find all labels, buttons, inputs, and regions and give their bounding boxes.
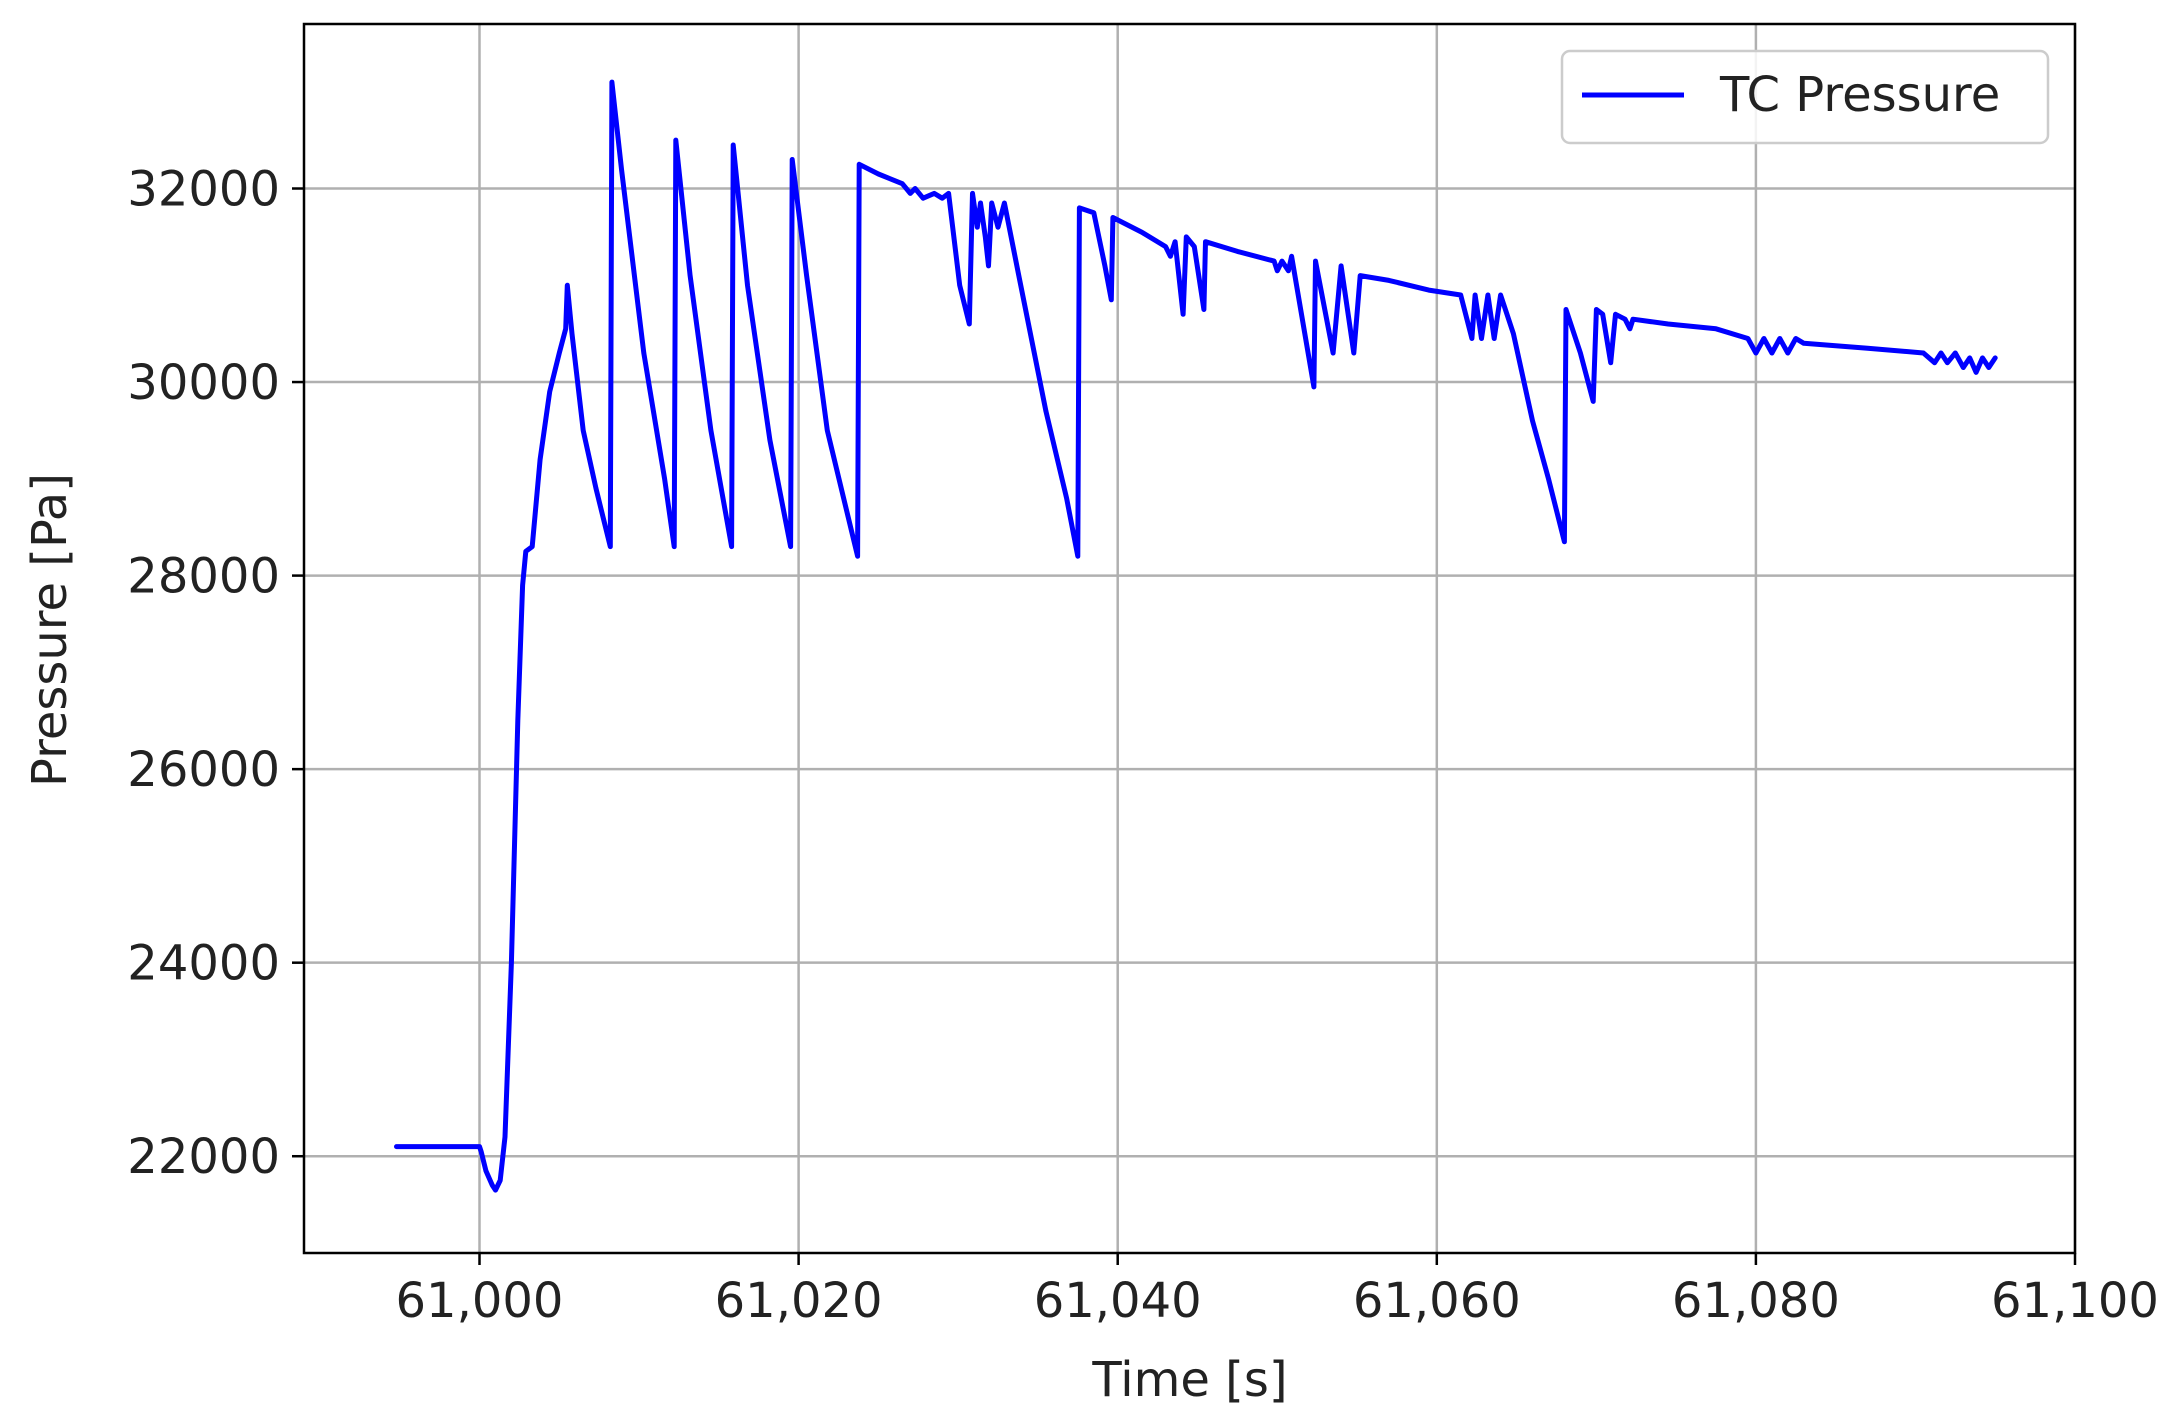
y-tick-label: 32000	[127, 162, 280, 218]
y-tick-label: 30000	[127, 355, 280, 411]
y-tick-label: 26000	[127, 742, 280, 798]
x-tick-label: 61,020	[715, 1273, 883, 1329]
y-tick-label: 28000	[127, 549, 280, 605]
y-tick-label: 22000	[127, 1129, 280, 1185]
x-axis-label: Time [s]	[1091, 1352, 1287, 1408]
x-tick-label: 61,080	[1672, 1273, 1840, 1329]
legend: TC Pressure	[1560, 49, 2050, 145]
x-tick-label: 61,100	[1991, 1273, 2159, 1329]
x-tick-label: 61,040	[1034, 1273, 1202, 1329]
y-axis: 22000 24000 26000 28000 30000 32000	[127, 162, 304, 1185]
x-tick-label: 61,000	[396, 1273, 564, 1329]
x-tick-label: 61,060	[1353, 1273, 1521, 1329]
y-tick-label: 24000	[127, 936, 280, 992]
legend-box	[1560, 49, 2050, 145]
plot-frame	[302, 22, 2077, 1255]
y-axis-label: Pressure [Pa]	[22, 473, 78, 787]
series-line-tc-pressure	[394, 79, 1998, 1193]
grid-lines	[304, 24, 2077, 1253]
x-axis: 61,000 61,020 61,040 61,060 61,080 61,100	[396, 1253, 2159, 1329]
legend-label: TC Pressure	[1719, 67, 2000, 123]
